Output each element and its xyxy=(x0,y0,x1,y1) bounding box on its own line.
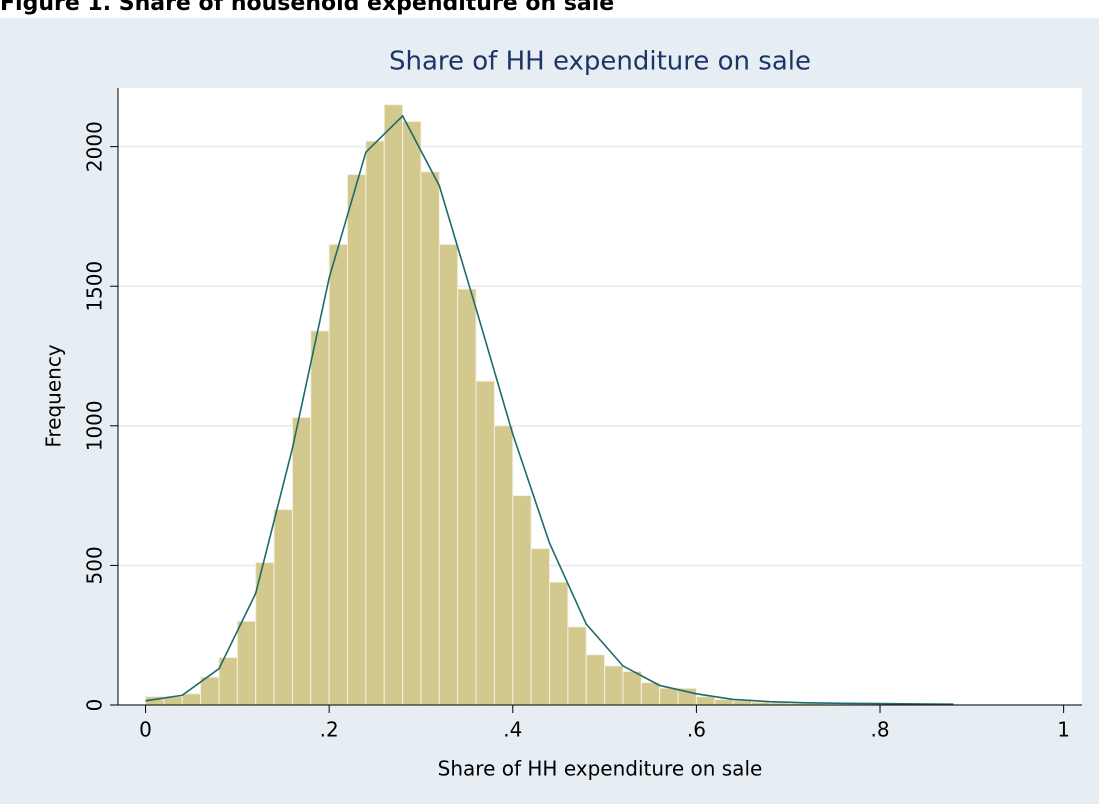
x-tick-label: .6 xyxy=(687,718,706,742)
bar xyxy=(549,581,569,706)
density-curve xyxy=(145,114,954,705)
x-tick-label: .4 xyxy=(503,718,522,742)
bar xyxy=(420,171,440,706)
bar xyxy=(530,548,551,706)
bar xyxy=(273,509,293,706)
bar xyxy=(493,425,514,706)
bar xyxy=(640,682,661,706)
bar xyxy=(181,693,202,706)
figure-caption: Figure 1. Share of household expenditure… xyxy=(0,0,614,16)
bar xyxy=(310,330,330,706)
bar xyxy=(695,696,716,706)
x-axis-label: Share of HH expenditure on sale xyxy=(438,757,763,781)
bar xyxy=(291,416,312,706)
bar xyxy=(438,243,459,706)
chart-title: Share of HH expenditure on sale xyxy=(389,47,811,77)
bar xyxy=(200,676,220,706)
bar xyxy=(402,121,422,706)
bar xyxy=(512,495,532,706)
x-tick-label: 1 xyxy=(1057,718,1070,742)
bar xyxy=(236,620,257,706)
bar xyxy=(659,687,679,706)
bar xyxy=(567,626,587,706)
bar xyxy=(475,380,495,706)
bar xyxy=(604,665,624,706)
y-tick-label: 0 xyxy=(83,699,107,712)
bar xyxy=(585,654,606,706)
x-tick-label: .2 xyxy=(320,718,339,742)
x-tick-label: 0 xyxy=(139,718,152,742)
bar xyxy=(732,700,752,706)
bar xyxy=(328,243,349,706)
y-tick-label: 500 xyxy=(83,546,107,584)
y-tick-label: 1000 xyxy=(83,400,107,451)
y-tick-label: 1500 xyxy=(83,261,107,312)
x-tick-label: .8 xyxy=(870,718,889,742)
bar xyxy=(347,174,367,706)
y-tick-label: 2000 xyxy=(83,121,107,172)
bar xyxy=(365,140,385,706)
y-axis-label: Frequency xyxy=(42,344,66,447)
bar xyxy=(622,670,642,706)
bar xyxy=(457,288,477,706)
bar xyxy=(383,104,404,706)
bar xyxy=(714,698,734,706)
